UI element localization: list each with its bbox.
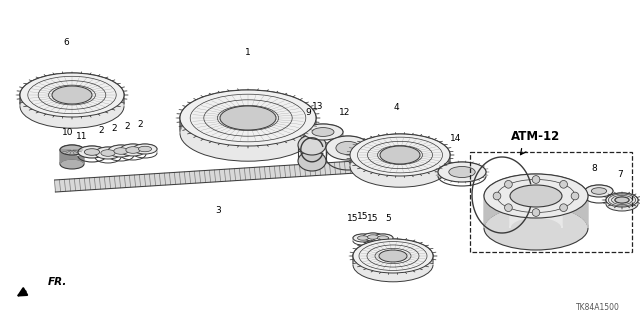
Ellipse shape <box>114 148 128 154</box>
Text: 13: 13 <box>312 101 324 110</box>
Ellipse shape <box>363 233 383 241</box>
Text: 6: 6 <box>63 37 69 46</box>
Ellipse shape <box>133 144 157 154</box>
Ellipse shape <box>180 90 316 146</box>
Text: ATM-12: ATM-12 <box>511 130 561 142</box>
Polygon shape <box>350 134 450 166</box>
Polygon shape <box>510 185 562 228</box>
Ellipse shape <box>126 147 140 153</box>
Text: 10: 10 <box>62 127 74 137</box>
Circle shape <box>504 204 512 212</box>
Ellipse shape <box>378 236 388 240</box>
Polygon shape <box>108 145 134 155</box>
Ellipse shape <box>353 248 433 282</box>
Polygon shape <box>120 144 146 154</box>
Ellipse shape <box>298 135 326 155</box>
Circle shape <box>532 209 540 216</box>
Ellipse shape <box>585 185 613 197</box>
Text: 9: 9 <box>305 108 311 116</box>
Polygon shape <box>353 234 373 241</box>
Circle shape <box>560 204 568 212</box>
Ellipse shape <box>84 149 100 155</box>
Polygon shape <box>60 145 84 164</box>
Text: 11: 11 <box>76 132 88 140</box>
Text: TK84A1500: TK84A1500 <box>576 303 620 313</box>
Text: 15: 15 <box>348 213 359 222</box>
Ellipse shape <box>367 235 378 239</box>
Ellipse shape <box>380 146 420 164</box>
Ellipse shape <box>606 193 638 207</box>
Ellipse shape <box>101 150 115 156</box>
Text: 5: 5 <box>385 213 391 222</box>
Text: 2: 2 <box>111 124 117 132</box>
Ellipse shape <box>379 250 407 262</box>
Polygon shape <box>353 239 433 265</box>
Text: 2: 2 <box>98 125 104 134</box>
Ellipse shape <box>20 84 124 128</box>
Ellipse shape <box>95 147 121 159</box>
Polygon shape <box>438 162 486 176</box>
Polygon shape <box>180 90 316 133</box>
Ellipse shape <box>353 239 433 273</box>
Ellipse shape <box>358 236 369 240</box>
Polygon shape <box>585 185 613 197</box>
Polygon shape <box>363 233 383 240</box>
Ellipse shape <box>449 166 476 178</box>
Ellipse shape <box>78 146 106 158</box>
Ellipse shape <box>615 197 629 203</box>
Text: 2: 2 <box>137 119 143 129</box>
Text: 12: 12 <box>339 108 351 116</box>
Ellipse shape <box>138 146 152 152</box>
Ellipse shape <box>353 234 373 242</box>
Ellipse shape <box>60 145 84 155</box>
Text: FR.: FR. <box>48 277 67 287</box>
Ellipse shape <box>180 105 316 161</box>
Polygon shape <box>133 144 157 153</box>
Polygon shape <box>78 146 106 156</box>
Polygon shape <box>484 174 588 228</box>
Text: 15: 15 <box>357 212 369 220</box>
Text: 4: 4 <box>393 102 399 111</box>
Polygon shape <box>20 73 124 106</box>
Ellipse shape <box>108 145 134 157</box>
Polygon shape <box>373 234 393 241</box>
Polygon shape <box>606 193 638 204</box>
Ellipse shape <box>303 124 343 140</box>
Ellipse shape <box>220 106 276 130</box>
Ellipse shape <box>438 162 486 182</box>
Text: 1: 1 <box>245 47 251 57</box>
Ellipse shape <box>591 188 607 194</box>
Text: 7: 7 <box>617 170 623 179</box>
Polygon shape <box>54 156 435 192</box>
Text: 2: 2 <box>124 122 130 131</box>
Ellipse shape <box>312 128 334 136</box>
Ellipse shape <box>336 141 360 155</box>
Text: 8: 8 <box>591 164 597 172</box>
Ellipse shape <box>52 86 92 104</box>
Ellipse shape <box>510 185 562 207</box>
Text: 14: 14 <box>451 133 461 142</box>
Ellipse shape <box>120 144 146 156</box>
Ellipse shape <box>20 73 124 117</box>
Polygon shape <box>303 124 343 135</box>
Ellipse shape <box>373 234 393 242</box>
Text: 15: 15 <box>367 213 379 222</box>
Polygon shape <box>326 136 370 158</box>
Ellipse shape <box>350 134 450 176</box>
Circle shape <box>532 176 540 183</box>
Ellipse shape <box>606 197 638 211</box>
Circle shape <box>571 192 579 200</box>
Ellipse shape <box>484 206 588 250</box>
Ellipse shape <box>326 136 370 160</box>
Ellipse shape <box>60 159 84 169</box>
Polygon shape <box>95 147 121 157</box>
Circle shape <box>504 180 512 188</box>
Ellipse shape <box>350 145 450 187</box>
Text: 3: 3 <box>215 205 221 214</box>
Ellipse shape <box>298 151 326 171</box>
Ellipse shape <box>484 174 588 218</box>
Circle shape <box>560 180 568 188</box>
Circle shape <box>493 192 501 200</box>
